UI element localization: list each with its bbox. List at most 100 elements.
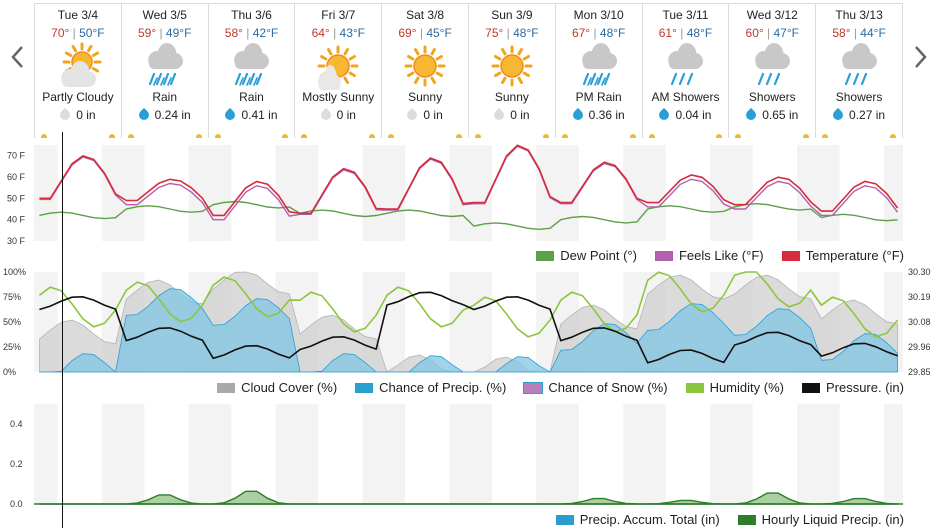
legend-item[interactable]: Hourly Liquid Precip. (in): [737, 512, 904, 527]
day-forecast-card[interactable]: Sat 3/8 69° | 45°F Sunny 0 in: [381, 3, 468, 138]
day-label: Tue 3/4: [57, 8, 99, 22]
sun-indicator: [295, 132, 381, 138]
y-tick-label-left: 0%: [3, 367, 16, 377]
night-band: [710, 145, 730, 241]
night-band: [796, 145, 817, 241]
day-forecast-card[interactable]: Tue 3/4 70° | 50°F Partly Cloudy 0 in: [34, 3, 121, 138]
legend-item[interactable]: Feels Like (°F): [654, 248, 764, 263]
condition-label: Rain: [152, 90, 178, 104]
temp-range: 67° | 48°F: [556, 26, 642, 40]
day-label: Mon 3/10: [573, 8, 624, 22]
next-arrow-button[interactable]: [908, 42, 932, 72]
day-forecast-card[interactable]: Thu 3/6 58° | 42°F Rain 0.41 in: [207, 3, 295, 138]
pressure-line: [39, 291, 898, 364]
day-label: Thu 3/13: [835, 8, 883, 22]
legend-label: Dew Point (°): [560, 248, 637, 263]
day-forecast-card[interactable]: Tue 3/11 61° | 48°F AM Showers 0.04 in: [641, 3, 729, 138]
sunrise-icon: [388, 134, 395, 138]
precip-amount: 0 in: [35, 107, 121, 123]
day-forecast-card[interactable]: Wed 3/12 60° | 47°F Showers 0.65 in: [728, 3, 816, 138]
temp-range: 64° | 43°F: [295, 26, 381, 40]
night-band: [381, 404, 406, 504]
raindrop-icon: [830, 107, 846, 123]
y-tick-label: 30 F: [7, 236, 26, 246]
legend-item[interactable]: Temperature (°F): [781, 248, 904, 263]
high-temp: 61°: [658, 26, 677, 40]
night-band: [101, 145, 121, 241]
showers-icon: [668, 43, 704, 86]
day-forecast-card[interactable]: Fri 3/7 64° | 43°F Mostly Sunny 0 in: [294, 3, 382, 138]
low-temp: 42°F: [252, 26, 279, 40]
hover-cursor-line: [62, 132, 63, 528]
precip-legend: Precip. Accum. Total (in) Hourly Liquid P…: [555, 512, 904, 527]
precip-amount: 0.04 in: [643, 107, 729, 123]
night-band: [120, 404, 145, 504]
y-tick-label-left: 25%: [3, 342, 21, 352]
sun-indicator: [469, 132, 555, 138]
legend-item[interactable]: Chance of Precip. (%): [355, 380, 506, 395]
y-tick-label-right: 30.30: [908, 267, 931, 277]
night-band: [555, 404, 579, 504]
temp-range: 59° | 49°F: [122, 26, 208, 40]
day-label: Thu 3/6: [231, 8, 272, 22]
temp-range: 58° | 44°F: [816, 26, 902, 40]
condition-label: Partly Cloudy: [42, 90, 114, 104]
prev-arrow-button[interactable]: [6, 42, 30, 72]
legend-item[interactable]: Dew Point (°): [536, 248, 637, 263]
sunrise-icon: [41, 134, 47, 138]
y-tick-label: 0.0: [10, 499, 23, 509]
temp-separator: |: [72, 26, 80, 40]
legend-item[interactable]: Precip. Accum. Total (in): [555, 512, 720, 527]
y-tick-label: 60 F: [7, 172, 26, 182]
high-temp: 69°: [398, 26, 417, 40]
legend-swatch: [801, 382, 820, 393]
night-band: [381, 272, 406, 372]
y-tick-label-right: 29.96: [908, 342, 931, 352]
sunset-icon: [542, 134, 549, 138]
legend-item[interactable]: Cloud Cover (%): [217, 380, 337, 395]
legend-item[interactable]: Chance of Snow (%): [523, 380, 668, 395]
night-band: [710, 404, 730, 504]
rain-icon: [581, 43, 617, 86]
high-temp: 58°: [224, 26, 243, 40]
raindrop-icon: [492, 107, 507, 123]
night-band: [188, 145, 208, 241]
legend-swatch: [217, 382, 236, 393]
precip-value: 0 in: [336, 108, 356, 122]
y-tick-label: 0.4: [10, 419, 23, 429]
legend-item[interactable]: Humidity (%): [685, 380, 784, 395]
legend-item[interactable]: Pressure. (in): [801, 380, 904, 395]
night-band: [883, 404, 903, 504]
day-forecast-card[interactable]: Thu 3/13 58° | 44°F Showers 0.27 in: [815, 3, 903, 138]
feels-like-line: [39, 145, 899, 221]
night-band: [362, 404, 382, 504]
night-band: [207, 145, 232, 241]
day-label: Sat 3/8: [406, 8, 445, 22]
raindrop-icon: [136, 107, 151, 123]
temp-range: 58° | 42°F: [209, 26, 295, 40]
day-label: Wed 3/12: [746, 8, 798, 22]
high-temp: 70°: [51, 26, 70, 40]
precip-value: 0 in: [76, 108, 96, 122]
night-band: [642, 145, 666, 241]
day-forecast-card[interactable]: Mon 3/10 67° | 48°F PM Rain 0.36 in: [554, 3, 642, 138]
low-temp: 48°F: [686, 26, 713, 40]
y-tick-label: 40 F: [7, 215, 26, 225]
legend-swatch: [654, 250, 673, 261]
night-band: [362, 145, 382, 241]
chevron-right-icon: [915, 46, 927, 68]
y-tick-label: 50 F: [7, 193, 26, 203]
raindrop-icon: [744, 107, 759, 123]
y-tick-label-right: 30.19: [908, 292, 931, 302]
legend-swatch: [536, 250, 555, 261]
condition-label: Rain: [239, 90, 264, 104]
day-forecast-card[interactable]: Wed 3/5 59° | 49°F Rain 0.24 in: [120, 3, 208, 138]
sunrise-icon: [735, 134, 742, 138]
day-forecast-card[interactable]: Sun 3/9 75° | 48°F Sunny 0 in: [467, 3, 555, 138]
condition-label: Mostly Sunny: [302, 90, 375, 104]
sunset-icon: [195, 134, 202, 138]
sunset-icon: [716, 134, 723, 138]
sunrise-icon: [301, 134, 308, 138]
temp-range: 75° | 48°F: [469, 26, 555, 40]
low-temp: 43°F: [339, 26, 365, 40]
